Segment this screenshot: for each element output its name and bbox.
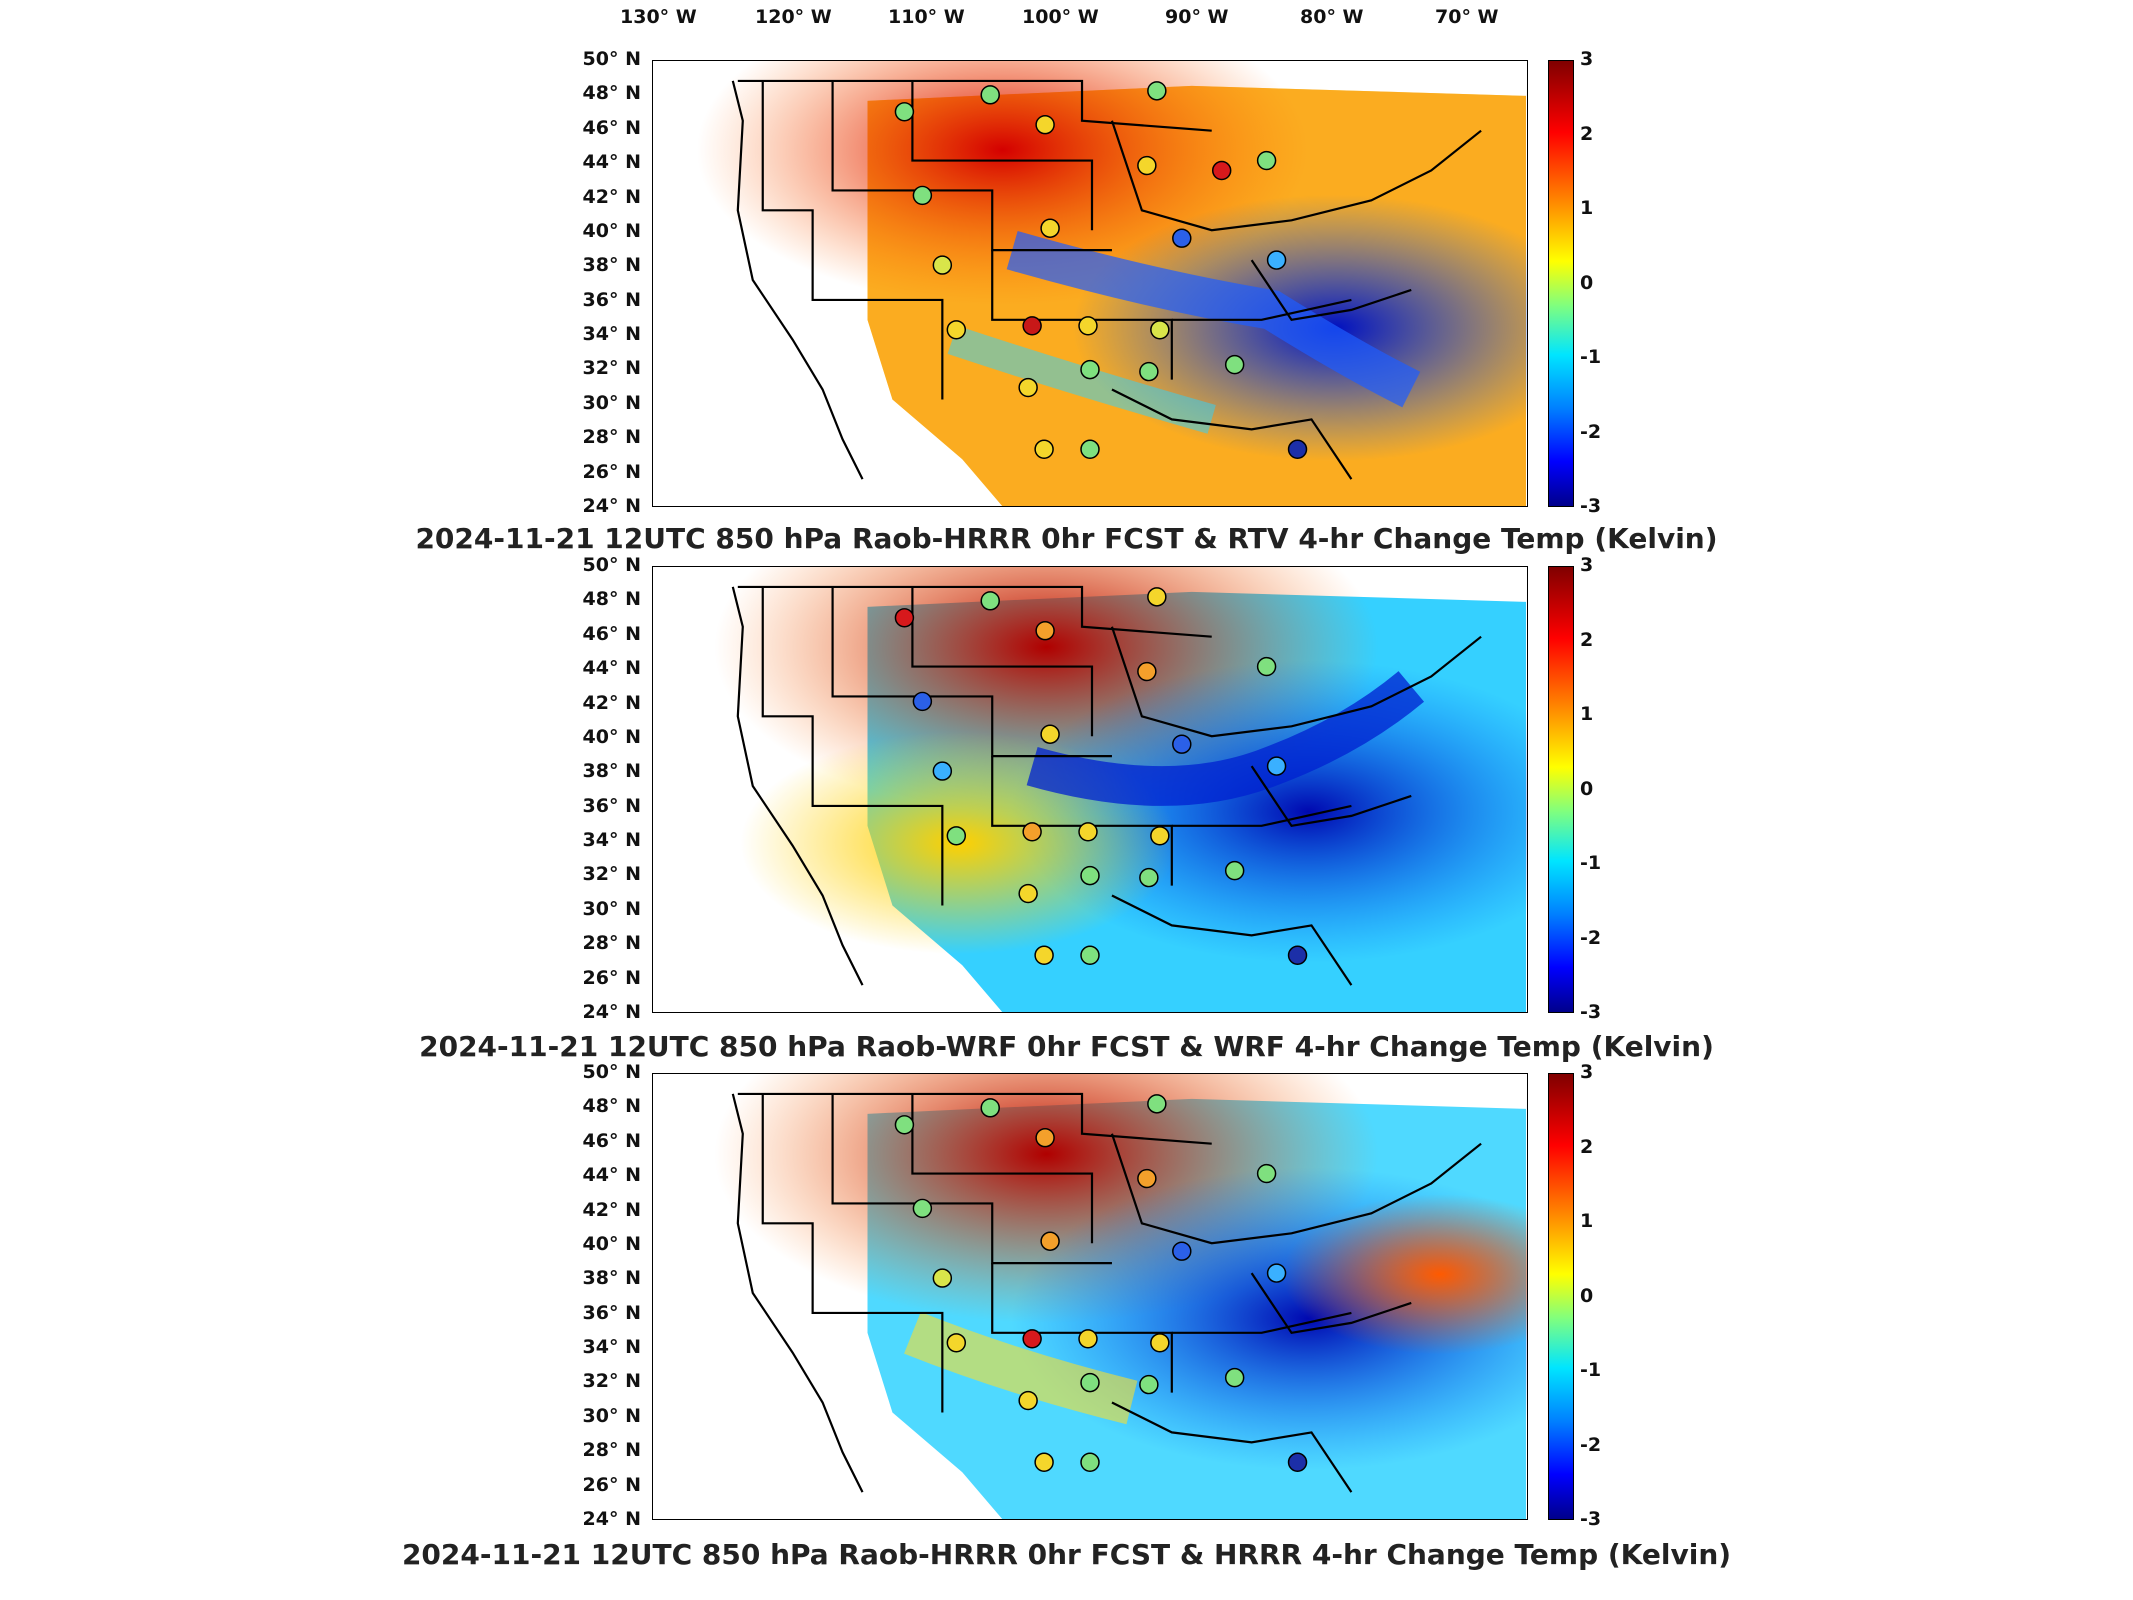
lat-label: 26° N: [582, 1473, 641, 1496]
lon-label: 80° W: [1300, 6, 1364, 28]
lon-label: 100° W: [1022, 6, 1099, 28]
colorbar-tick: -1: [1580, 346, 1602, 368]
lat-label: 32° N: [582, 863, 641, 886]
lat-label: 38° N: [582, 760, 641, 783]
lat-label: 26° N: [582, 460, 641, 483]
lat-label: 32° N: [582, 1370, 641, 1393]
colorbar-tick: 0: [1580, 1284, 1594, 1307]
lat-label: 50° N: [582, 1061, 641, 1083]
lat-label: 44° N: [582, 657, 641, 680]
colorbar-tick: -3: [1580, 1508, 1602, 1530]
lat-label: 28° N: [582, 426, 641, 449]
lat-label: 26° N: [582, 966, 641, 989]
lon-label: 90° W: [1165, 6, 1229, 28]
map-plot: [652, 566, 1528, 1013]
lat-label: 46° N: [582, 116, 641, 139]
raob-stations: [894, 1094, 1308, 1472]
colorbar: [1548, 566, 1574, 1013]
colorbar: [1548, 1073, 1574, 1520]
colorbar: [1548, 60, 1574, 507]
state-borders: [731, 79, 1482, 480]
lon-label: 130° W: [620, 6, 697, 28]
colorbar-tick: -3: [1580, 495, 1602, 517]
lat-label: 32° N: [582, 357, 641, 380]
lat-label: 34° N: [582, 323, 641, 346]
lat-label: 28° N: [582, 932, 641, 955]
colorbar-tick: 1: [1580, 1210, 1594, 1232]
lat-label: 30° N: [582, 1404, 641, 1427]
panel-title: 2024-11-21 12UTC 850 hPa Raob-HRRR 0hr F…: [401, 1538, 1732, 1571]
lat-label: 28° N: [582, 1439, 641, 1462]
panel-title: 2024-11-21 12UTC 850 hPa Raob-WRF 0hr FC…: [419, 1030, 1714, 1063]
lat-label: 34° N: [582, 1336, 641, 1359]
colorbar-tick: -1: [1580, 852, 1602, 874]
lat-label: 30° N: [582, 897, 641, 920]
colorbar-tick: 3: [1580, 48, 1594, 70]
panel-title: 2024-11-21 12UTC 850 hPa Raob-HRRR 0hr F…: [415, 522, 1718, 555]
map-plot: [652, 60, 1528, 507]
colorbar-tick: 0: [1580, 777, 1594, 800]
lat-label: 40° N: [582, 1232, 641, 1255]
lat-label: 42° N: [582, 1198, 641, 1221]
lat-label: 24° N: [582, 1001, 641, 1023]
lat-label: 42° N: [582, 691, 641, 714]
lat-label: 44° N: [582, 1164, 641, 1187]
lat-label: 24° N: [582, 495, 641, 517]
lat-label: 42° N: [582, 185, 641, 208]
lat-label: 48° N: [582, 1095, 641, 1118]
lat-label: 46° N: [582, 622, 641, 645]
lon-label: 120° W: [755, 6, 832, 28]
colorbar-tick: -3: [1580, 1001, 1602, 1023]
colorbar-tick: -2: [1580, 926, 1602, 949]
raob-stations: [894, 81, 1308, 459]
lat-label: 38° N: [582, 254, 641, 277]
state-borders: [731, 585, 1482, 986]
colorbar-tick: -1: [1580, 1359, 1602, 1381]
lat-label: 38° N: [582, 1267, 641, 1290]
lat-label: 40° N: [582, 219, 641, 242]
colorbar-tick: 2: [1580, 628, 1594, 651]
colorbar-tick: 0: [1580, 271, 1594, 294]
colorbar-tick: 2: [1580, 1135, 1594, 1158]
lat-label: 36° N: [582, 794, 641, 817]
lon-label: 70° W: [1435, 6, 1499, 28]
temperature-field: [653, 61, 1527, 506]
temperature-field: [653, 1074, 1527, 1519]
lat-label: 46° N: [582, 1129, 641, 1152]
lat-label: 40° N: [582, 725, 641, 748]
colorbar-tick: 3: [1580, 1061, 1594, 1083]
lat-label: 36° N: [582, 288, 641, 311]
lat-label: 24° N: [582, 1508, 641, 1530]
lat-label: 36° N: [582, 1301, 641, 1324]
lat-label: 48° N: [582, 82, 641, 105]
temperature-field: [653, 567, 1527, 1012]
colorbar-tick: 1: [1580, 703, 1594, 725]
lat-label: 44° N: [582, 151, 641, 174]
lon-label: 110° W: [888, 6, 965, 28]
lat-label: 34° N: [582, 829, 641, 852]
map-plot: [652, 1073, 1528, 1520]
lat-label: 50° N: [582, 554, 641, 576]
lat-label: 50° N: [582, 48, 641, 70]
colorbar-tick: -2: [1580, 420, 1602, 443]
colorbar-tick: 3: [1580, 554, 1594, 576]
lat-label: 30° N: [582, 391, 641, 414]
colorbar-tick: 1: [1580, 197, 1594, 219]
lat-label: 48° N: [582, 588, 641, 611]
colorbar-tick: -2: [1580, 1433, 1602, 1456]
raob-stations: [894, 587, 1308, 965]
colorbar-tick: 2: [1580, 122, 1594, 145]
